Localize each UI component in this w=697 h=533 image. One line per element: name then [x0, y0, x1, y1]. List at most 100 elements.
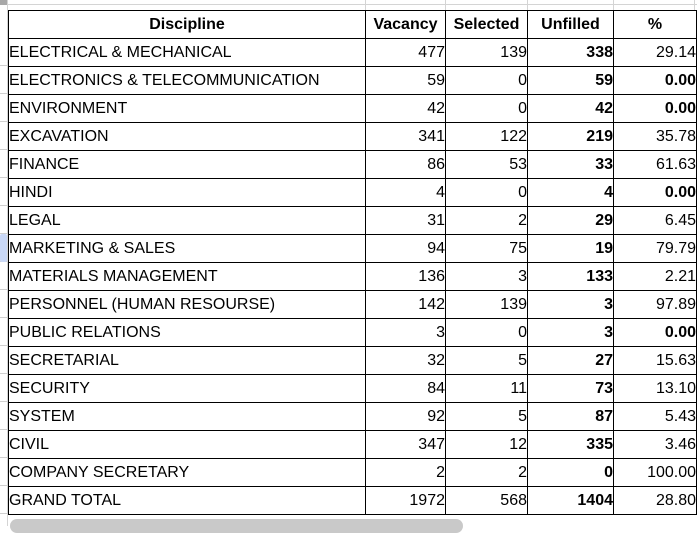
- cell-discipline[interactable]: MARKETING & SALES: [8, 234, 366, 263]
- cell-discipline[interactable]: CIVIL: [8, 430, 366, 459]
- column-header-discipline[interactable]: Discipline: [8, 10, 366, 39]
- gridline-stub-5: [694, 0, 695, 10]
- cell-discipline[interactable]: ENVIRONMENT: [8, 94, 366, 123]
- cell-selected[interactable]: 0: [445, 178, 528, 207]
- cell-unfilled[interactable]: 87: [527, 402, 614, 431]
- cell-vacancy[interactable]: 4: [365, 178, 446, 207]
- cell-discipline[interactable]: GRAND TOTAL: [8, 486, 366, 515]
- cell-discipline[interactable]: LEGAL: [8, 206, 366, 235]
- cell-discipline[interactable]: ELECTRONICS & TELECOMMUNICATION: [8, 66, 366, 95]
- cell-vacancy[interactable]: 42: [365, 94, 446, 123]
- cell-unfilled[interactable]: 29: [527, 206, 614, 235]
- cell-discipline[interactable]: FINANCE: [8, 150, 366, 179]
- cell-vacancy[interactable]: 84: [365, 374, 446, 403]
- cell-percent[interactable]: 0.00: [613, 66, 697, 95]
- cell-selected[interactable]: 12: [445, 430, 528, 459]
- cell-percent[interactable]: 3.46: [613, 430, 697, 459]
- cell-percent[interactable]: 6.45: [613, 206, 697, 235]
- cell-selected[interactable]: 5: [445, 346, 528, 375]
- cell-vacancy[interactable]: 136: [365, 262, 446, 291]
- cell-unfilled[interactable]: 3: [527, 290, 614, 319]
- cell-percent[interactable]: 35.78: [613, 122, 697, 151]
- cell-discipline[interactable]: SYSTEM: [8, 402, 366, 431]
- cell-unfilled[interactable]: 27: [527, 346, 614, 375]
- cell-vacancy[interactable]: 59: [365, 66, 446, 95]
- cell-discipline[interactable]: SECURITY: [8, 374, 366, 403]
- cell-vacancy[interactable]: 3: [365, 318, 446, 347]
- cell-unfilled[interactable]: 219: [527, 122, 614, 151]
- cell-vacancy[interactable]: 32: [365, 346, 446, 375]
- cell-unfilled[interactable]: 42: [527, 94, 614, 123]
- cell-vacancy[interactable]: 142: [365, 290, 446, 319]
- horizontal-scrollbar-thumb[interactable]: [10, 519, 463, 533]
- cell-vacancy[interactable]: 347: [365, 430, 446, 459]
- cell-selected[interactable]: 568: [445, 486, 528, 515]
- cell-percent[interactable]: 13.10: [613, 374, 697, 403]
- cell-unfilled[interactable]: 33: [527, 150, 614, 179]
- column-header-vacancy[interactable]: Vacancy: [365, 10, 446, 39]
- cell-percent[interactable]: 97.89: [613, 290, 697, 319]
- cell-vacancy[interactable]: 92: [365, 402, 446, 431]
- cell-percent[interactable]: 79.79: [613, 234, 697, 263]
- cell-selected[interactable]: 139: [445, 290, 528, 319]
- cell-discipline[interactable]: PUBLIC RELATIONS: [8, 318, 366, 347]
- cell-percent[interactable]: 2.21: [613, 262, 697, 291]
- cell-percent[interactable]: 0.00: [613, 94, 697, 123]
- cell-discipline[interactable]: HINDI: [8, 178, 366, 207]
- cell-vacancy[interactable]: 477: [365, 38, 446, 67]
- cell-percent[interactable]: 15.63: [613, 346, 697, 375]
- table-row: EXCAVATION 341 122 219 35.78: [8, 122, 697, 151]
- cell-selected[interactable]: 0: [445, 94, 528, 123]
- table-row: COMPANY SECRETARY 2 2 0 100.00: [8, 458, 697, 487]
- cell-selected[interactable]: 122: [445, 122, 528, 151]
- cell-selected[interactable]: 2: [445, 206, 528, 235]
- cell-unfilled[interactable]: 73: [527, 374, 614, 403]
- column-header-selected[interactable]: Selected: [445, 10, 528, 39]
- cell-discipline[interactable]: ELECTRICAL & MECHANICAL: [8, 38, 366, 67]
- table-row: LEGAL 31 2 29 6.45: [8, 206, 697, 235]
- cell-percent[interactable]: 61.63: [613, 150, 697, 179]
- cell-unfilled[interactable]: 335: [527, 430, 614, 459]
- cell-vacancy[interactable]: 1972: [365, 486, 446, 515]
- cell-unfilled[interactable]: 0: [527, 458, 614, 487]
- cell-percent[interactable]: 5.43: [613, 402, 697, 431]
- cell-discipline[interactable]: EXCAVATION: [8, 122, 366, 151]
- cell-vacancy[interactable]: 2: [365, 458, 446, 487]
- cell-unfilled[interactable]: 1404: [527, 486, 614, 515]
- column-header-percent[interactable]: %: [613, 10, 697, 39]
- cell-unfilled[interactable]: 19: [527, 234, 614, 263]
- cell-percent[interactable]: 28.80: [613, 486, 697, 515]
- cell-unfilled[interactable]: 338: [527, 38, 614, 67]
- cell-vacancy[interactable]: 341: [365, 122, 446, 151]
- cell-selected[interactable]: 75: [445, 234, 528, 263]
- gridline-stub-3: [527, 0, 528, 10]
- cell-unfilled[interactable]: 3: [527, 318, 614, 347]
- cell-selected[interactable]: 11: [445, 374, 528, 403]
- header-row: Discipline Vacancy Selected Unfilled %: [8, 10, 697, 39]
- cell-percent[interactable]: 0.00: [613, 318, 697, 347]
- cell-selected[interactable]: 53: [445, 150, 528, 179]
- cell-vacancy[interactable]: 94: [365, 234, 446, 263]
- column-header-unfilled[interactable]: Unfilled: [527, 10, 614, 39]
- cell-selected[interactable]: 5: [445, 402, 528, 431]
- cell-unfilled[interactable]: 133: [527, 262, 614, 291]
- cell-unfilled[interactable]: 59: [527, 66, 614, 95]
- cell-selected[interactable]: 2: [445, 458, 528, 487]
- cell-discipline[interactable]: MATERIALS MANAGEMENT: [8, 262, 366, 291]
- cell-percent[interactable]: 100.00: [613, 458, 697, 487]
- cell-discipline[interactable]: SECRETARIAL: [8, 346, 366, 375]
- cell-vacancy[interactable]: 31: [365, 206, 446, 235]
- cell-percent[interactable]: 29.14: [613, 38, 697, 67]
- cell-unfilled[interactable]: 4: [527, 178, 614, 207]
- table-row: SECURITY 84 11 73 13.10: [8, 374, 697, 403]
- cell-selected[interactable]: 139: [445, 38, 528, 67]
- cell-percent[interactable]: 0.00: [613, 178, 697, 207]
- cell-selected[interactable]: 0: [445, 318, 528, 347]
- cell-vacancy[interactable]: 86: [365, 150, 446, 179]
- cell-discipline[interactable]: PERSONNEL (HUMAN RESOURSE): [8, 290, 366, 319]
- cell-selected[interactable]: 3: [445, 262, 528, 291]
- table-row: PERSONNEL (HUMAN RESOURSE) 142 139 3 97.…: [8, 290, 697, 319]
- cell-selected[interactable]: 0: [445, 66, 528, 95]
- cell-discipline[interactable]: COMPANY SECRETARY: [8, 458, 366, 487]
